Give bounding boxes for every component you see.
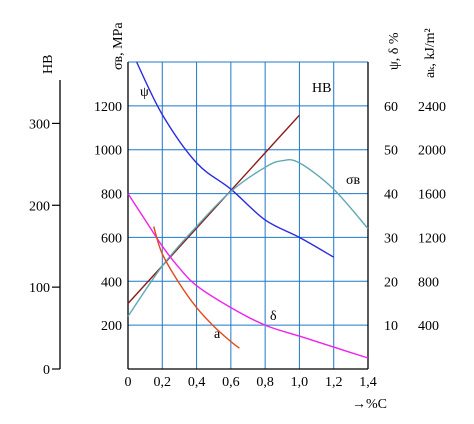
sigma-tick-label: 1200 [94, 100, 122, 115]
x-tick-label: 0,8 [256, 375, 274, 390]
ak-tick-label: 1600 [418, 188, 446, 203]
sigma-tick-label: 400 [101, 275, 122, 290]
series-line-0 [127, 114, 300, 304]
curve-label-1: HB [312, 81, 331, 96]
sigma-tick-label: 1000 [94, 144, 122, 159]
hb-tick-label: 100 [29, 281, 50, 296]
sigma-tick-label: 200 [101, 319, 122, 334]
x-tick-label: 0,2 [154, 375, 172, 390]
ak-tick-label: 1200 [418, 231, 446, 246]
series-line-2 [127, 159, 369, 317]
hb-tick-label: 0 [43, 363, 50, 378]
hb-axis-title: HB [41, 55, 56, 74]
sigma-axis-title: σв, MPa [111, 22, 126, 70]
x-tick-label: 0,6 [222, 375, 240, 390]
curve-label-4: a [214, 327, 221, 342]
psi-delta-axis-title: ψ, δ % [387, 32, 402, 70]
x-tick-label: 0,4 [188, 375, 206, 390]
psi-delta-tick-label: 20 [384, 275, 398, 290]
x-tick-label: 1,2 [325, 375, 343, 390]
ak-tick-label: 800 [418, 275, 439, 290]
psi-delta-tick-label: 30 [384, 231, 398, 246]
series-line-3 [127, 193, 369, 359]
x-tick-label: 1,4 [359, 375, 377, 390]
curve-label-3: δ [270, 309, 277, 324]
psi-delta-tick-label: 40 [384, 188, 398, 203]
series-group [127, 61, 369, 359]
psi-delta-tick-label: 50 [384, 144, 398, 159]
x-tick-label: 1,0 [291, 375, 309, 390]
grid-lines [127, 61, 369, 369]
ak-tick-label: 400 [418, 319, 439, 334]
sigma-tick-label: 800 [101, 188, 122, 203]
hb-tick-label: 300 [29, 117, 50, 132]
series-line-1 [135, 61, 335, 258]
ak-tick-label: 2400 [418, 100, 446, 115]
x-axis-title: →%C [352, 397, 387, 412]
ak-axis-title: aₖ, kJ/m² [423, 28, 438, 78]
psi-delta-tick-label: 60 [384, 100, 398, 115]
curve-label-2: σв [346, 173, 361, 188]
sigma-tick-label: 600 [101, 231, 122, 246]
curve-label-0: ψ [140, 85, 149, 100]
hb-tick-label: 200 [29, 199, 50, 214]
series-line-4 [153, 226, 240, 349]
ak-tick-label: 2000 [418, 144, 446, 159]
psi-delta-tick-label: 10 [384, 319, 398, 334]
axes [52, 62, 369, 370]
x-tick-label: 0 [125, 375, 132, 390]
